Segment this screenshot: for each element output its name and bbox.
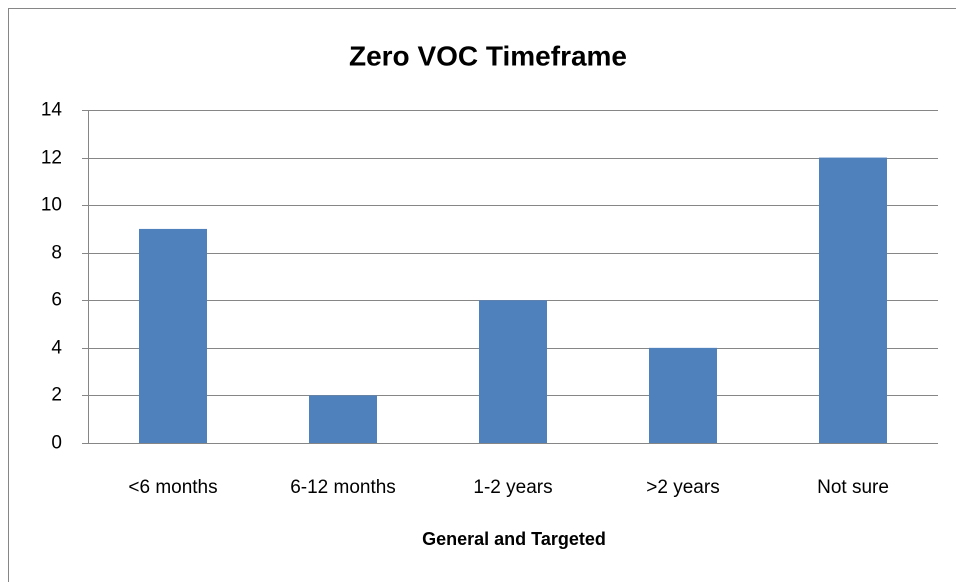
y-tick-label: 12 (41, 148, 62, 169)
y-tick-label: 10 (41, 195, 62, 216)
chart-title: Zero VOC Timeframe (349, 40, 627, 71)
x-tick-label: 6-12 months (290, 477, 396, 498)
bar (819, 157, 887, 444)
y-tick-label: 0 (51, 433, 62, 454)
x-axis-title: General and Targeted (422, 529, 606, 549)
bar (309, 395, 377, 443)
y-tick-label: 14 (41, 100, 63, 121)
bar (479, 300, 547, 443)
x-tick-label: >2 years (646, 477, 719, 498)
x-tick-label: <6 months (128, 477, 217, 498)
y-tick-label: 4 (51, 338, 62, 359)
bar (139, 228, 207, 443)
bar (649, 347, 717, 443)
y-tick-label: 2 (51, 385, 62, 406)
x-tick-label: 1-2 years (473, 477, 552, 498)
y-tick-label: 8 (51, 243, 62, 264)
x-tick-label: Not sure (817, 477, 889, 498)
y-tick-label: 6 (51, 290, 62, 311)
